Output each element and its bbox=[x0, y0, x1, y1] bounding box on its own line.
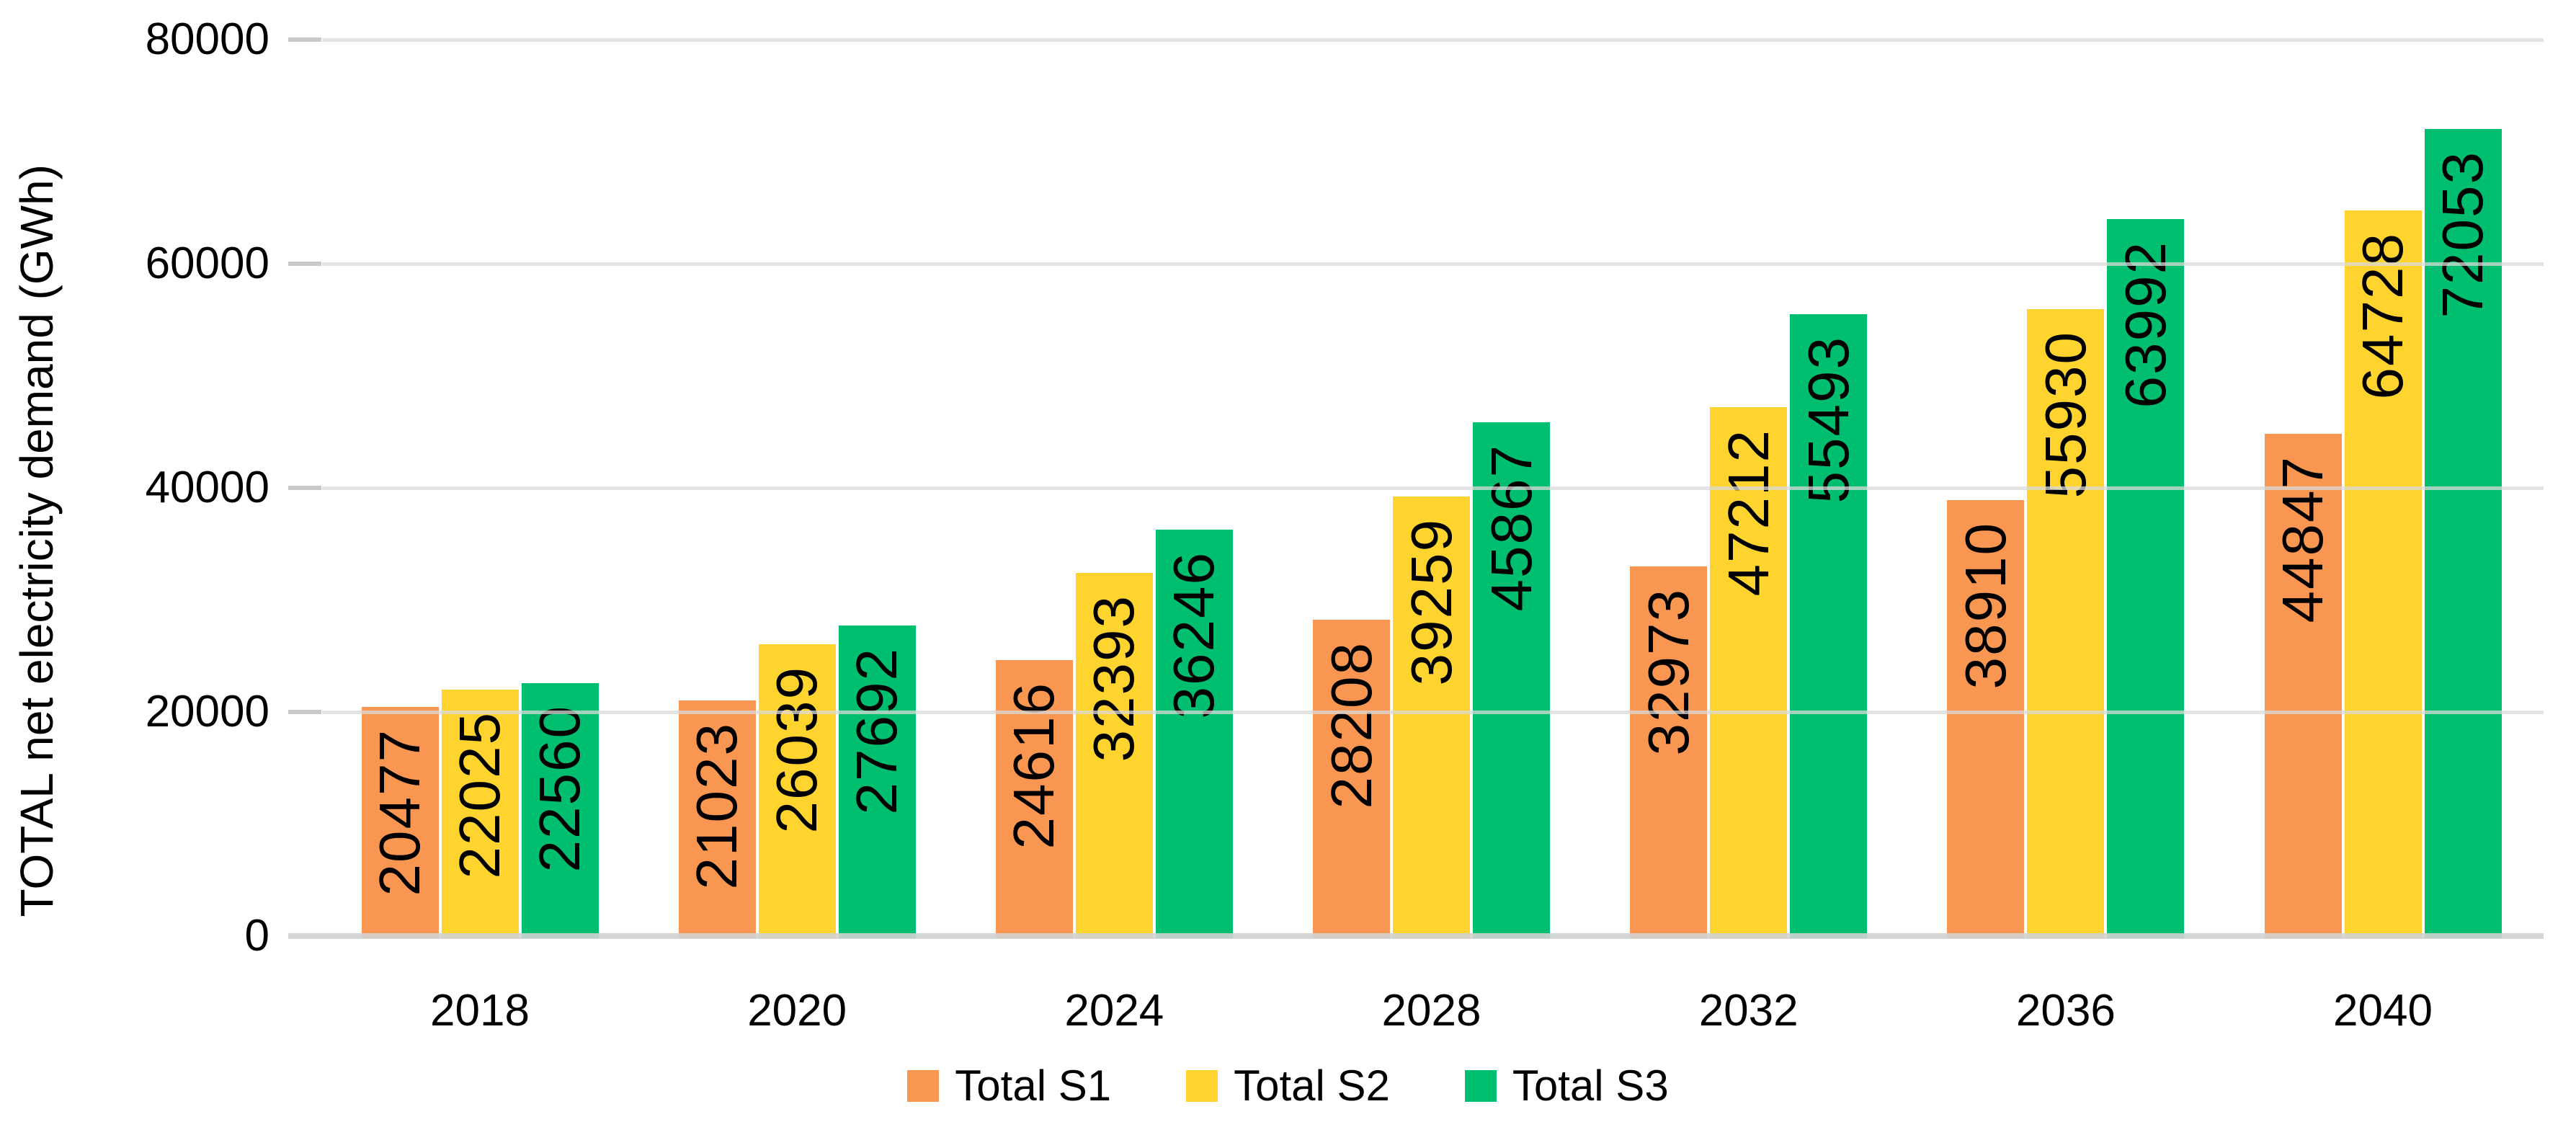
y-tick-mark bbox=[288, 486, 321, 490]
x-category-label-2032: 2032 bbox=[1698, 986, 1799, 1036]
bar-total-s2-2020 bbox=[758, 644, 836, 938]
bar-total-s1-2020 bbox=[678, 700, 756, 938]
y-axis-title-wrap: TOTAL net electricity demand (GWh) bbox=[10, 72, 63, 1009]
bar-value-label: 26039 bbox=[765, 666, 829, 834]
x-category-label-2024: 2024 bbox=[1064, 986, 1164, 1036]
bar-total-s3-2036 bbox=[2107, 218, 2185, 938]
y-tick-label-60000: 60000 bbox=[145, 239, 269, 288]
legend-swatch-total-s2-icon bbox=[1186, 1070, 1218, 1102]
y-tick-mark bbox=[288, 710, 321, 714]
bar-total-s2-2018 bbox=[441, 689, 519, 938]
bar-total-s3-2018 bbox=[521, 683, 599, 938]
bar-value-label: 22560 bbox=[527, 705, 592, 873]
y-tick-label-20000: 20000 bbox=[145, 687, 269, 736]
bar-total-s1-2036 bbox=[1947, 499, 2025, 938]
bar-total-s1-2024 bbox=[995, 660, 1073, 938]
y-tick-mark bbox=[288, 262, 321, 266]
y-tick-label-40000: 40000 bbox=[145, 463, 269, 512]
y-axis-title: TOTAL net electricity demand (GWh) bbox=[11, 164, 63, 917]
bar-total-s2-2040 bbox=[2344, 210, 2422, 938]
bar-value-label: 39259 bbox=[1399, 517, 1463, 685]
bar-total-s1-2028 bbox=[1313, 620, 1390, 938]
legend-item-total-s2: Total S2 bbox=[1186, 1064, 1390, 1108]
bar-total-s2-2028 bbox=[1393, 496, 1470, 938]
bar-value-label: 72053 bbox=[2430, 150, 2495, 319]
x-category-label-2018: 2018 bbox=[430, 986, 530, 1036]
bar-value-label: 22025 bbox=[447, 711, 512, 878]
bar-total-s2-2032 bbox=[1710, 406, 1788, 938]
gridline-60000 bbox=[322, 262, 2544, 266]
bar-total-s3-2020 bbox=[838, 625, 916, 938]
bar-value-label: 45867 bbox=[1479, 443, 1543, 612]
legend-item-total-s3: Total S3 bbox=[1464, 1061, 1669, 1110]
bar-total-s1-2018 bbox=[361, 706, 439, 938]
bar-total-s2-2024 bbox=[1075, 573, 1153, 938]
legend-item-total-s1: Total S1 bbox=[907, 1064, 1111, 1108]
gridline-20000 bbox=[322, 710, 2544, 714]
bar-value-label: 32393 bbox=[1082, 595, 1146, 762]
x-category-label-2020: 2020 bbox=[747, 986, 847, 1036]
bar-value-label: 44847 bbox=[2270, 455, 2335, 623]
x-category-label-2036: 2036 bbox=[2015, 986, 2116, 1036]
x-category-label-2040: 2040 bbox=[2333, 986, 2433, 1036]
legend-swatch-total-s3-icon bbox=[1464, 1070, 1497, 1102]
gridline-80000 bbox=[322, 37, 2544, 42]
bar-total-s1-2040 bbox=[2264, 433, 2342, 938]
bar-value-label: 24616 bbox=[1002, 682, 1066, 850]
bar-value-label: 27692 bbox=[844, 647, 909, 815]
gridline-40000 bbox=[322, 486, 2544, 490]
bar-value-label: 55930 bbox=[2033, 331, 2098, 499]
bar-value-label: 55493 bbox=[1796, 336, 1860, 504]
x-category-label-2028: 2028 bbox=[1381, 986, 1481, 1036]
legend-swatch-total-s1-icon bbox=[907, 1070, 940, 1102]
legend-label-total-s2: Total S2 bbox=[1234, 1061, 1390, 1110]
bar-total-s2-2036 bbox=[2027, 309, 2105, 938]
legend: Total S1 Total S2 Total S3 bbox=[0, 1054, 2576, 1118]
y-tick-label-0: 0 bbox=[244, 911, 269, 961]
bar-value-label: 47212 bbox=[1716, 428, 1781, 597]
legend-label-total-s1: Total S1 bbox=[955, 1061, 1112, 1110]
bar-total-s3-2024 bbox=[1155, 530, 1233, 938]
bar-total-s3-2028 bbox=[1473, 422, 1550, 938]
bar-value-label: 20477 bbox=[367, 728, 432, 896]
bar-value-label: 38910 bbox=[1953, 521, 2018, 690]
bar-value-label: 28208 bbox=[1319, 641, 1383, 809]
y-tick-label-80000: 80000 bbox=[145, 14, 269, 64]
bar-total-s3-2032 bbox=[1790, 314, 1868, 938]
bar-value-label: 64728 bbox=[2350, 232, 2415, 400]
bar-value-label: 36246 bbox=[1162, 551, 1226, 719]
x-axis-baseline bbox=[288, 933, 2544, 939]
bar-total-s1-2032 bbox=[1630, 566, 1708, 938]
bar-value-label: 32973 bbox=[1636, 588, 1701, 756]
y-tick-mark bbox=[288, 37, 321, 42]
legend-label-total-s3: Total S3 bbox=[1512, 1061, 1669, 1110]
bar-value-label: 63992 bbox=[2113, 240, 2178, 409]
bar-value-label: 21023 bbox=[685, 722, 749, 890]
